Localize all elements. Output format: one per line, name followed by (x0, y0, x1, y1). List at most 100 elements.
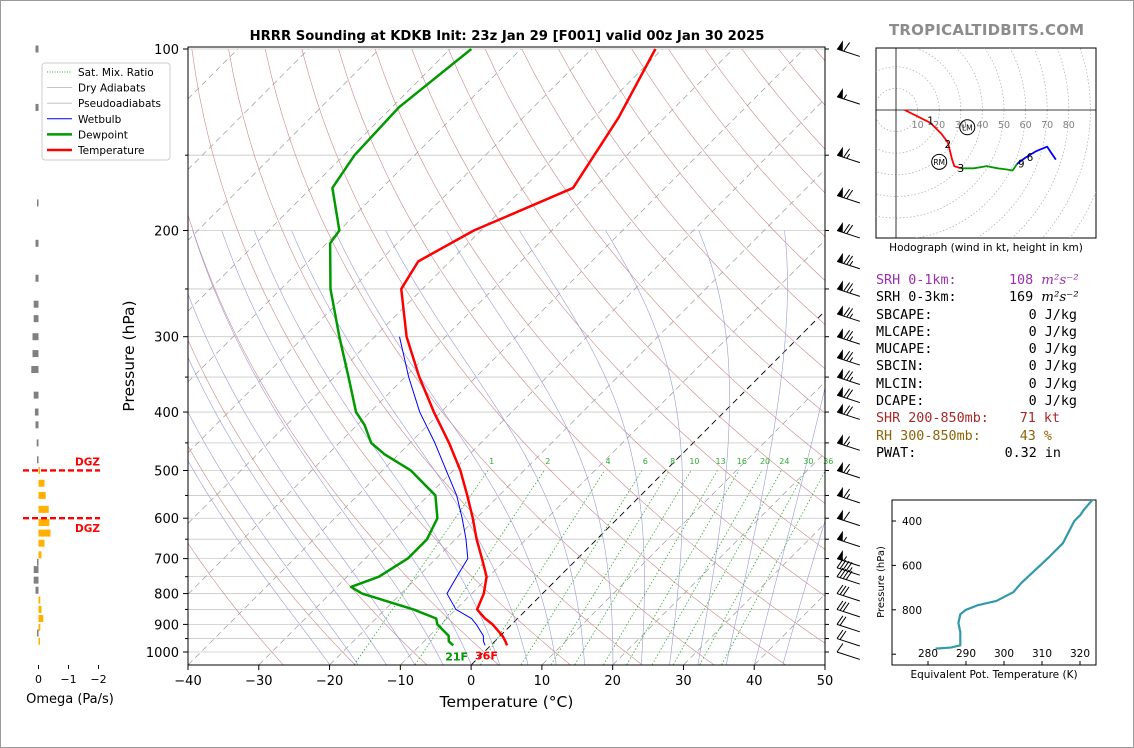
stat-shr-value: 71 kt (1019, 411, 1060, 427)
barb-full (843, 511, 851, 521)
barb-full (843, 307, 851, 317)
dry-adiabat (188, 213, 499, 665)
y-tick-label: 400 (154, 406, 179, 421)
isotherm (188, 48, 592, 454)
omega-bar (31, 365, 39, 373)
stat-rh-value: 43 % (1019, 428, 1052, 444)
barb-full (836, 629, 844, 639)
pseudo-adiabat (188, 356, 387, 665)
skewt-panel: 1 2 4 6 8 10 13 16 20 24 30 3636F21F100200300400500… (41, 43, 833, 711)
legend-entry: Temperature (77, 145, 145, 157)
barb-full (843, 463, 851, 473)
barb-full (846, 389, 854, 399)
y-tick-label: 800 (154, 588, 179, 603)
wind-barb (836, 629, 860, 647)
barb-flag (837, 530, 843, 542)
wind-barb (836, 530, 860, 548)
hodograph-ring-label: 80 (1063, 120, 1075, 131)
stat-sbcape: SBCAPE: 0 J/kg (876, 307, 1077, 324)
pseudo-adiabat (754, 386, 825, 665)
omega-bar (35, 586, 39, 594)
barb-staff (836, 638, 860, 647)
wind-barb (836, 368, 860, 385)
barb-full (839, 568, 847, 578)
barb-staff (836, 576, 860, 585)
barb-full (843, 223, 851, 233)
omega-bar (38, 551, 42, 559)
wind-barb (836, 434, 860, 451)
barb-full (839, 616, 847, 626)
y-tick-label: 100 (154, 43, 179, 58)
storm-motion-marker (931, 153, 948, 170)
stat-sbcin-value: 0 J/kg (1028, 359, 1077, 375)
barb-full (843, 370, 851, 380)
barb-full (836, 643, 844, 653)
barb-flag (837, 280, 843, 291)
barb-full (843, 388, 851, 398)
wind-barb (836, 461, 860, 479)
y-tick-label: 700 (154, 553, 179, 568)
omega-bar (38, 479, 45, 487)
barb-half (843, 536, 848, 542)
mixing-ratio-line (651, 470, 763, 665)
stat-rh: RH 300-850mb: 43 % (876, 428, 1052, 445)
figure-title: HRRR Sounding at KDKB Init: 23z Jan 29 [… (250, 29, 765, 44)
pseudo-adiabat (605, 230, 684, 665)
wind-barb (836, 509, 860, 527)
stat-mlcin: MLCIN: 0 J/kg (876, 376, 1077, 393)
isotherm (188, 48, 309, 171)
mixing-ratio-line (480, 470, 605, 665)
mixing-ratio-line (699, 470, 806, 665)
theta-e-x-tick-label: 300 (994, 648, 1014, 660)
mixing-ratio-label: 36 (823, 457, 833, 466)
isotherm (329, 169, 825, 665)
omega-bar (38, 637, 40, 645)
mixing-ratio-label: 24 (779, 457, 789, 466)
wind-barb (836, 305, 860, 322)
series-dewpoint (328, 48, 473, 647)
barb-full (836, 600, 844, 610)
pseudo-adiabat (334, 230, 557, 665)
omega-bar (33, 391, 39, 399)
mixing-ratio-line (626, 470, 740, 665)
storm-motion-marker (959, 119, 976, 136)
mixing-ratio-label: 16 (737, 457, 747, 466)
omega-bar (37, 558, 39, 566)
wind-barb (836, 558, 860, 576)
barb-half (843, 94, 848, 100)
barb-staff (836, 195, 860, 204)
hodograph-ring-label: 60 (1020, 120, 1032, 131)
barb-flag (837, 368, 843, 379)
barb-full (845, 570, 853, 580)
stat-srh3: SRH 0-3km: 169 m²s⁻² (876, 289, 1079, 306)
wind-barb (836, 643, 860, 660)
omega-bar (34, 408, 39, 416)
mixing-ratio-label: 1 (489, 457, 494, 466)
pseudo-adiabat (192, 230, 444, 665)
dry-adiabat (338, 48, 825, 644)
barb-staff (836, 593, 860, 602)
omega-bar (35, 421, 39, 429)
barb-flag (837, 550, 843, 561)
barb-full (845, 561, 853, 572)
y-tick-label: 900 (154, 618, 179, 633)
hodograph-ring-label: 70 (1041, 120, 1053, 131)
dry-adiabat (264, 48, 714, 665)
dry-adiabat (188, 339, 427, 665)
barb-full (839, 630, 847, 640)
mixing-ratio-label: 10 (689, 457, 699, 466)
wind-barb (836, 349, 860, 366)
barb-half (846, 153, 851, 159)
barb-staff (836, 96, 860, 105)
stat-srh1-value: 108 m²s⁻² (1009, 273, 1079, 288)
barb-staff (836, 623, 860, 633)
dry-adiabat (374, 48, 825, 597)
omega-bar (36, 439, 39, 447)
mixing-ratio-line (672, 470, 782, 665)
omega-bar (35, 45, 39, 53)
x-tick-label: 30 (675, 674, 692, 689)
barb-half (846, 469, 851, 474)
wind-barb (836, 186, 860, 204)
stat-sbcape-value: 0 J/kg (1028, 307, 1077, 323)
